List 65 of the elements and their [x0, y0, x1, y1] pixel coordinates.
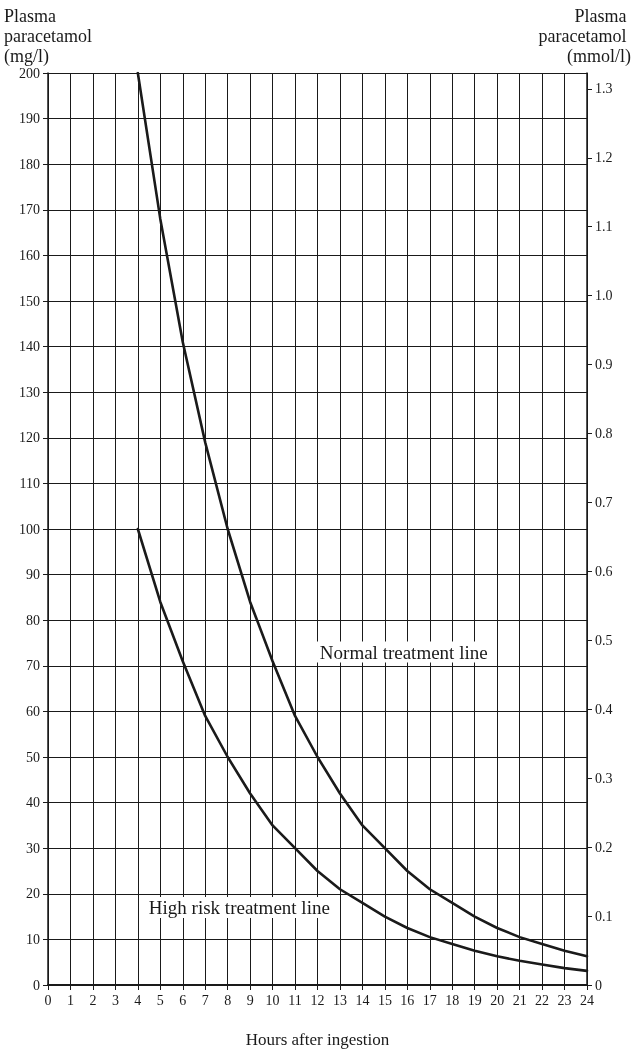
y-tick-label: 40	[26, 795, 40, 811]
y2-tick-label: 1.3	[595, 81, 613, 97]
x-tick-label: 23	[557, 992, 572, 1008]
y-tick-label: 160	[19, 247, 40, 263]
y-axis-title: Plasma paracetamol (mg/l)	[4, 6, 97, 67]
y2-tick-label: 0.4	[595, 701, 613, 717]
x-tick-label: 16	[400, 992, 415, 1008]
y2-tick-label: 1.0	[595, 288, 613, 304]
x-tick-label: 10	[265, 992, 280, 1008]
y2-tick-label: 0.6	[595, 563, 613, 579]
x-tick-label: 1	[66, 992, 74, 1008]
x-axis-title: Hours after ingestion	[245, 1030, 390, 1049]
y-tick-label: 150	[19, 293, 40, 309]
y2-tick-label: 0.8	[595, 426, 613, 442]
y-tick-label: 0	[33, 977, 40, 993]
x-tick-label: 2	[89, 992, 97, 1008]
y-tick-label: 70	[26, 658, 40, 674]
x-tick-label: 13	[332, 992, 347, 1008]
x-tick-label: 24	[580, 992, 594, 1008]
y-tick-label: 200	[19, 65, 40, 81]
y-tick-label: 60	[26, 703, 40, 719]
y-tick-label: 130	[19, 384, 40, 400]
y2-axis-title: Plasma paracetamol (mmol/l)	[538, 6, 631, 67]
x-tick-label: 7	[201, 992, 209, 1008]
y-tick-label: 30	[26, 840, 40, 856]
y2-tick-label: 0.5	[595, 632, 613, 648]
x-tick-label: 3	[111, 992, 119, 1008]
x-tick-label: 12	[310, 992, 325, 1008]
y2-tick-label: 0	[595, 977, 602, 993]
x-tick-label: 4	[134, 992, 142, 1008]
x-tick-label: 0	[44, 992, 52, 1008]
y-tick-label: 10	[26, 931, 40, 947]
x-tick-label: 19	[467, 992, 482, 1008]
x-tick-label: 6	[179, 992, 187, 1008]
x-tick-label: 20	[490, 992, 505, 1008]
y2-tick-label: 1.1	[595, 219, 613, 235]
y2-tick-label: 0.9	[595, 357, 613, 373]
x-tick-label: 21	[512, 992, 527, 1008]
annotation: High risk treatment line	[148, 896, 330, 918]
y-tick-label: 20	[26, 886, 40, 902]
y2-tick-label: 0.2	[595, 839, 613, 855]
y2-tick-label: 0.3	[595, 770, 613, 786]
y2-tick-label: 1.2	[595, 150, 613, 166]
y-tick-label: 180	[19, 156, 40, 172]
x-tick-label: 5	[156, 992, 164, 1008]
x-tick-label: 14	[355, 992, 370, 1008]
annotation: Normal treatment line	[319, 641, 488, 663]
x-tick-label: 8	[224, 992, 232, 1008]
x-tick-label: 9	[246, 992, 254, 1008]
y-tick-label: 170	[19, 202, 40, 218]
x-tick-label: 11	[288, 992, 302, 1008]
y2-tick-label: 0.7	[595, 494, 613, 510]
y-tick-label: 140	[19, 339, 40, 355]
x-tick-label: 18	[445, 992, 460, 1008]
y2-tick-label: 0.1	[595, 908, 613, 924]
y-tick-label: 80	[26, 612, 40, 628]
x-tick-label: 15	[377, 992, 392, 1008]
y-tick-label: 120	[19, 430, 40, 446]
y-tick-label: 190	[19, 111, 40, 127]
x-tick-label: 17	[422, 992, 437, 1008]
y-tick-label: 50	[26, 749, 40, 765]
y-tick-label: 110	[19, 475, 40, 491]
y-tick-label: 100	[19, 521, 40, 537]
y-tick-label: 90	[26, 567, 40, 583]
x-tick-label: 22	[535, 992, 550, 1008]
